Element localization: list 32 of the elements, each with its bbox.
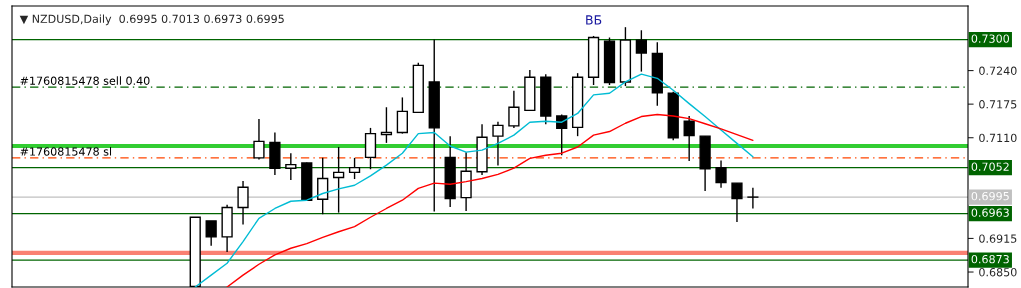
candlestick xyxy=(492,121,504,167)
candlestick xyxy=(364,127,377,170)
candlestick xyxy=(396,96,409,135)
candlestick xyxy=(731,182,743,223)
y-tick-label: 0.7110 xyxy=(979,133,1017,143)
candlestick xyxy=(348,157,361,180)
candlestick xyxy=(205,220,217,247)
candlestick xyxy=(285,152,297,181)
candlestick xyxy=(746,187,760,210)
annotation: ВБ xyxy=(586,15,602,25)
y-tick-label: 0.7240 xyxy=(979,66,1017,75)
line-series xyxy=(226,113,754,287)
y-tick-label: 0.7175 xyxy=(979,100,1017,109)
candlestick xyxy=(715,159,727,189)
text: ▼ NZDUSD,Daily 0.6995 0.7013 0.6973 0.6995 xyxy=(19,14,284,26)
candlestick xyxy=(317,157,329,215)
candlestick xyxy=(635,29,648,73)
ref-line-label: #1760815478 sell 0.40 xyxy=(20,76,150,85)
y-tick-label: 0.6915 xyxy=(979,234,1017,243)
candlestick xyxy=(237,180,249,226)
y-tick-label: 0.6850 xyxy=(979,268,1017,277)
line-series xyxy=(194,73,754,287)
ref-line-label: #1760815478 sl xyxy=(20,147,112,156)
candlestick xyxy=(683,115,695,162)
candlestick xyxy=(332,146,345,214)
ref-line-label: 0.6963 xyxy=(971,208,1009,217)
candlestick xyxy=(253,118,265,161)
ref-line-label: 0.7300 xyxy=(971,34,1010,43)
candlestick xyxy=(508,90,520,129)
ref-line-label: 0.6995 xyxy=(971,191,1009,201)
ref-line-label: 0.7052 xyxy=(971,162,1009,171)
ref-line-label: 0.6873 xyxy=(971,254,1009,264)
